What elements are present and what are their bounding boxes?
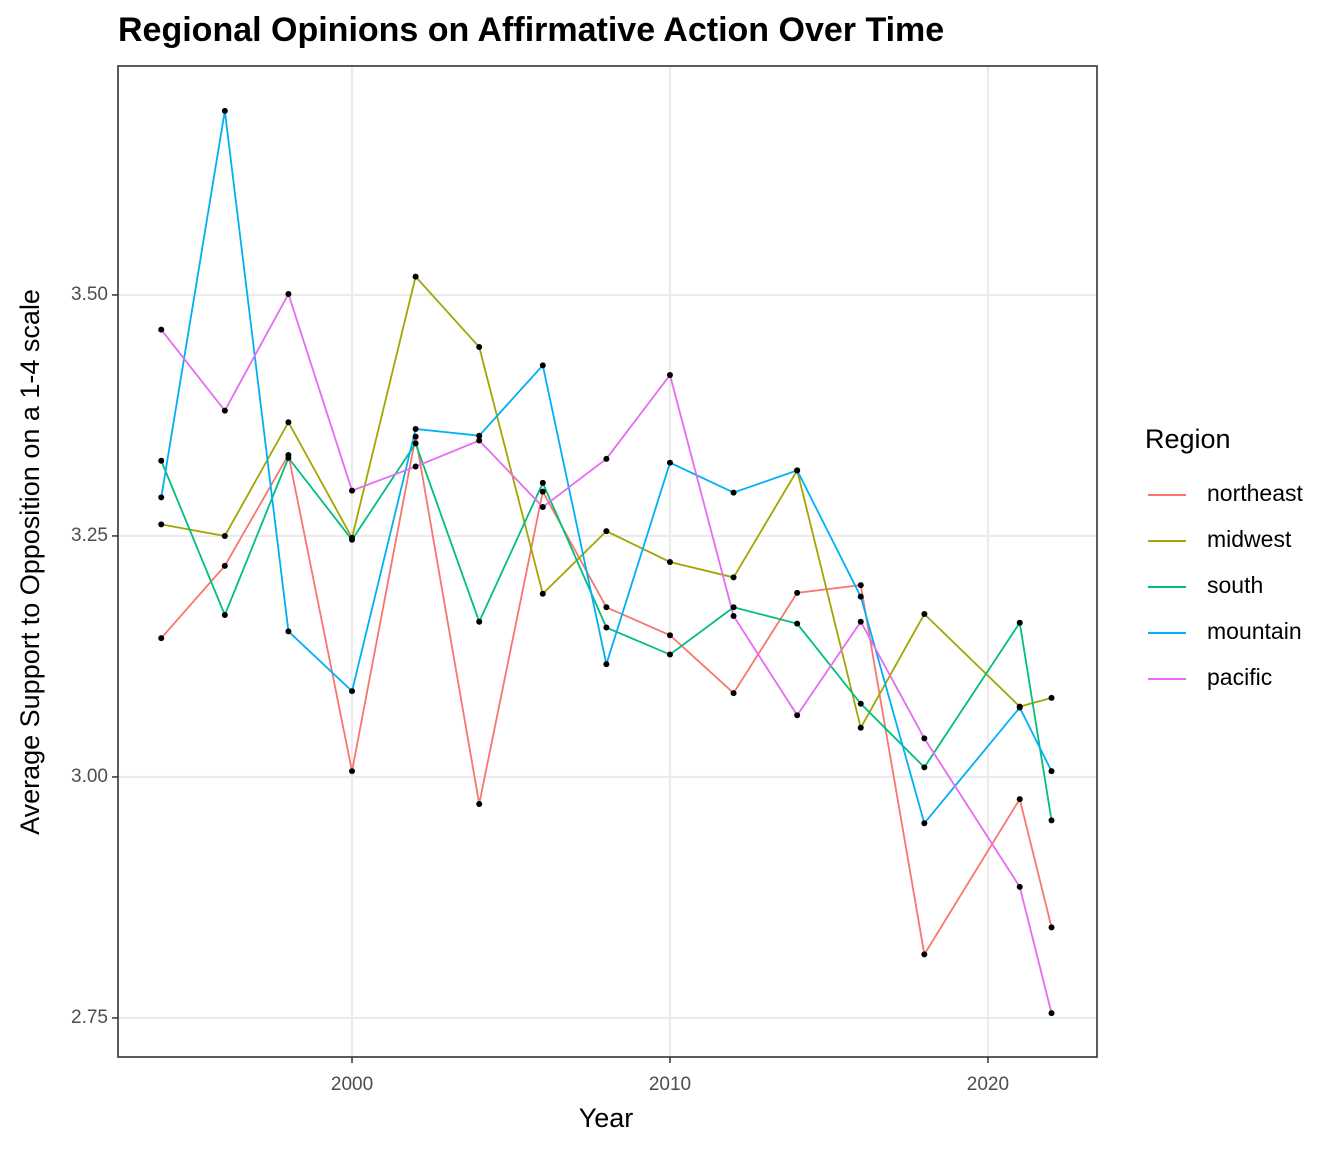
data-point xyxy=(412,463,419,470)
data-point xyxy=(1048,1010,1055,1017)
data-point xyxy=(730,489,737,496)
data-point xyxy=(285,454,292,461)
data-point xyxy=(285,628,292,635)
data-point xyxy=(412,440,419,447)
data-point xyxy=(349,536,356,543)
data-point xyxy=(1048,924,1055,931)
data-point xyxy=(794,712,801,719)
data-point xyxy=(666,459,673,466)
data-point xyxy=(1016,796,1023,803)
data-point xyxy=(666,371,673,378)
series-line xyxy=(160,291,1053,1014)
x-axis-title: Year xyxy=(579,1103,634,1133)
data-point xyxy=(1016,704,1023,711)
y-tick-label: 3.50 xyxy=(71,284,108,305)
data-point xyxy=(476,432,483,439)
legend-title: Region xyxy=(1145,424,1231,454)
data-point xyxy=(794,620,801,627)
x-tick-label: 2000 xyxy=(331,1074,373,1095)
data-point xyxy=(349,768,356,775)
series-line xyxy=(160,441,1053,821)
data-point xyxy=(285,419,292,426)
data-point xyxy=(921,611,928,618)
data-point xyxy=(285,290,292,297)
y-axis-title: Average Support to Opposition on a 1-4 s… xyxy=(15,289,45,835)
data-point xyxy=(158,635,165,642)
data-point xyxy=(221,612,228,619)
data-point xyxy=(221,107,228,114)
data-point xyxy=(349,487,356,494)
data-point xyxy=(539,362,546,369)
chart-title: Regional Opinions on Affirmative Action … xyxy=(118,11,944,49)
legend-label: northeast xyxy=(1207,480,1304,506)
data-point xyxy=(221,407,228,414)
data-point xyxy=(794,589,801,596)
data-point xyxy=(921,764,928,771)
data-point xyxy=(539,504,546,511)
y-tick-label: 2.75 xyxy=(71,1007,108,1028)
data-point xyxy=(221,532,228,539)
data-point xyxy=(921,951,928,958)
x-tick-label: 2010 xyxy=(649,1074,691,1095)
y-tick-label: 3.25 xyxy=(71,525,108,546)
data-point xyxy=(730,612,737,619)
x-tick-label: 2020 xyxy=(967,1074,1009,1095)
data-point xyxy=(730,604,737,611)
data-point xyxy=(1016,883,1023,890)
data-point xyxy=(539,488,546,495)
series-line xyxy=(160,436,1053,957)
data-point xyxy=(730,574,737,581)
data-point xyxy=(158,494,165,501)
data-point xyxy=(603,528,610,535)
data-point xyxy=(666,632,673,639)
data-point xyxy=(857,593,864,600)
data-point xyxy=(603,624,610,631)
data-point xyxy=(921,735,928,742)
data-point xyxy=(603,455,610,462)
legend-label: pacific xyxy=(1207,664,1272,690)
data-point xyxy=(221,562,228,569)
data-point xyxy=(349,688,356,695)
plot-border xyxy=(117,65,1098,1058)
data-point xyxy=(603,604,610,611)
data-point xyxy=(476,800,483,807)
data-point xyxy=(476,437,483,444)
data-point xyxy=(794,467,801,474)
data-point xyxy=(857,582,864,589)
data-point xyxy=(666,558,673,565)
data-point xyxy=(1016,619,1023,626)
data-point xyxy=(857,618,864,625)
data-point xyxy=(1048,817,1055,824)
data-point xyxy=(603,661,610,668)
data-point xyxy=(1048,694,1055,701)
legend-label: midwest xyxy=(1207,526,1292,552)
data-point xyxy=(158,326,165,333)
data-point xyxy=(730,690,737,697)
y-tick-label: 3.00 xyxy=(71,766,108,787)
legend-label: south xyxy=(1207,572,1263,598)
data-point xyxy=(857,700,864,707)
data-point xyxy=(539,590,546,597)
data-point xyxy=(476,344,483,351)
data-point xyxy=(857,724,864,731)
data-point xyxy=(412,273,419,280)
data-point xyxy=(1048,768,1055,775)
data-point xyxy=(539,479,546,486)
data-point xyxy=(158,521,165,528)
data-point xyxy=(476,618,483,625)
legend-label: mountain xyxy=(1207,618,1302,644)
data-point xyxy=(158,457,165,464)
data-point xyxy=(412,425,419,432)
data-point xyxy=(666,651,673,658)
data-point xyxy=(921,820,928,827)
data-point xyxy=(412,433,419,440)
